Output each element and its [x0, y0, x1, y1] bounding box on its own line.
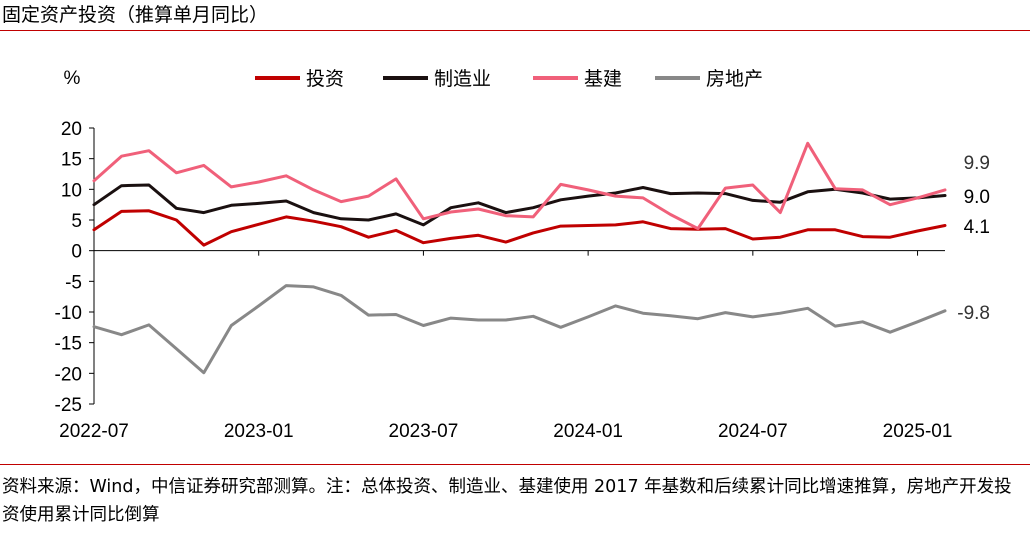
y-tick-label: -15: [55, 334, 82, 355]
y-tick-label: -5: [65, 272, 82, 293]
x-tick-label: 2022-07: [59, 421, 129, 442]
y-tick-label: -20: [55, 364, 82, 385]
end-label: -9.8: [957, 303, 990, 324]
y-unit-label: %: [64, 68, 81, 89]
y-tick-label: 15: [61, 150, 82, 171]
end-label: 9.0: [964, 187, 990, 208]
x-axis: 2022-07 2023-01 2023-07 2024-01 2024-07 2025-…: [59, 250, 953, 442]
source-note: 资料来源：Wind，中信证券研究部测算。注：总体投资、制造业、基建使用 2017…: [2, 477, 1012, 525]
y-axis: 20 15 10 5 0 -5 -10 -15 -20 -25: [55, 119, 95, 416]
title-divider: [0, 30, 1030, 31]
line-chart: % 投资 制造业 基建 房地产 20 15 10 5 0 -5 -10 -15 -20 -25 2022…: [55, 68, 990, 442]
y-tick-label: -25: [55, 395, 82, 416]
x-tick-label: 2023-07: [389, 421, 459, 442]
series-line-0: [92, 209, 947, 247]
end-label: 9.9: [964, 153, 990, 174]
legend-label: 基建: [584, 68, 622, 90]
end-label: 4.1: [964, 217, 990, 238]
y-tick-label: -10: [55, 303, 82, 324]
series-line-3: [92, 284, 947, 375]
x-tick-label: 2023-01: [224, 421, 294, 442]
legend-label: 制造业: [434, 68, 491, 90]
y-tick-label: 0: [71, 242, 82, 263]
end-labels: 4.1 9.0 9.9 -9.8: [957, 153, 990, 324]
legend: 投资 制造业 基建 房地产: [255, 68, 763, 90]
x-tick-label: 2024-01: [553, 421, 623, 442]
legend-label: 房地产: [706, 68, 763, 90]
plot-area: [92, 141, 947, 375]
y-tick-label: 20: [61, 119, 82, 140]
x-tick-label: 2024-07: [718, 421, 788, 442]
y-tick-label: 5: [71, 211, 82, 232]
chart-title: 固定资产投资（推算单月同比）: [2, 4, 269, 26]
series-line-1: [92, 183, 947, 227]
series-line-2: [92, 141, 947, 231]
source-divider: [0, 464, 1030, 465]
y-tick-label: 10: [61, 180, 82, 201]
legend-label: 投资: [306, 68, 344, 90]
x-tick-label: 2025-01: [883, 421, 953, 442]
